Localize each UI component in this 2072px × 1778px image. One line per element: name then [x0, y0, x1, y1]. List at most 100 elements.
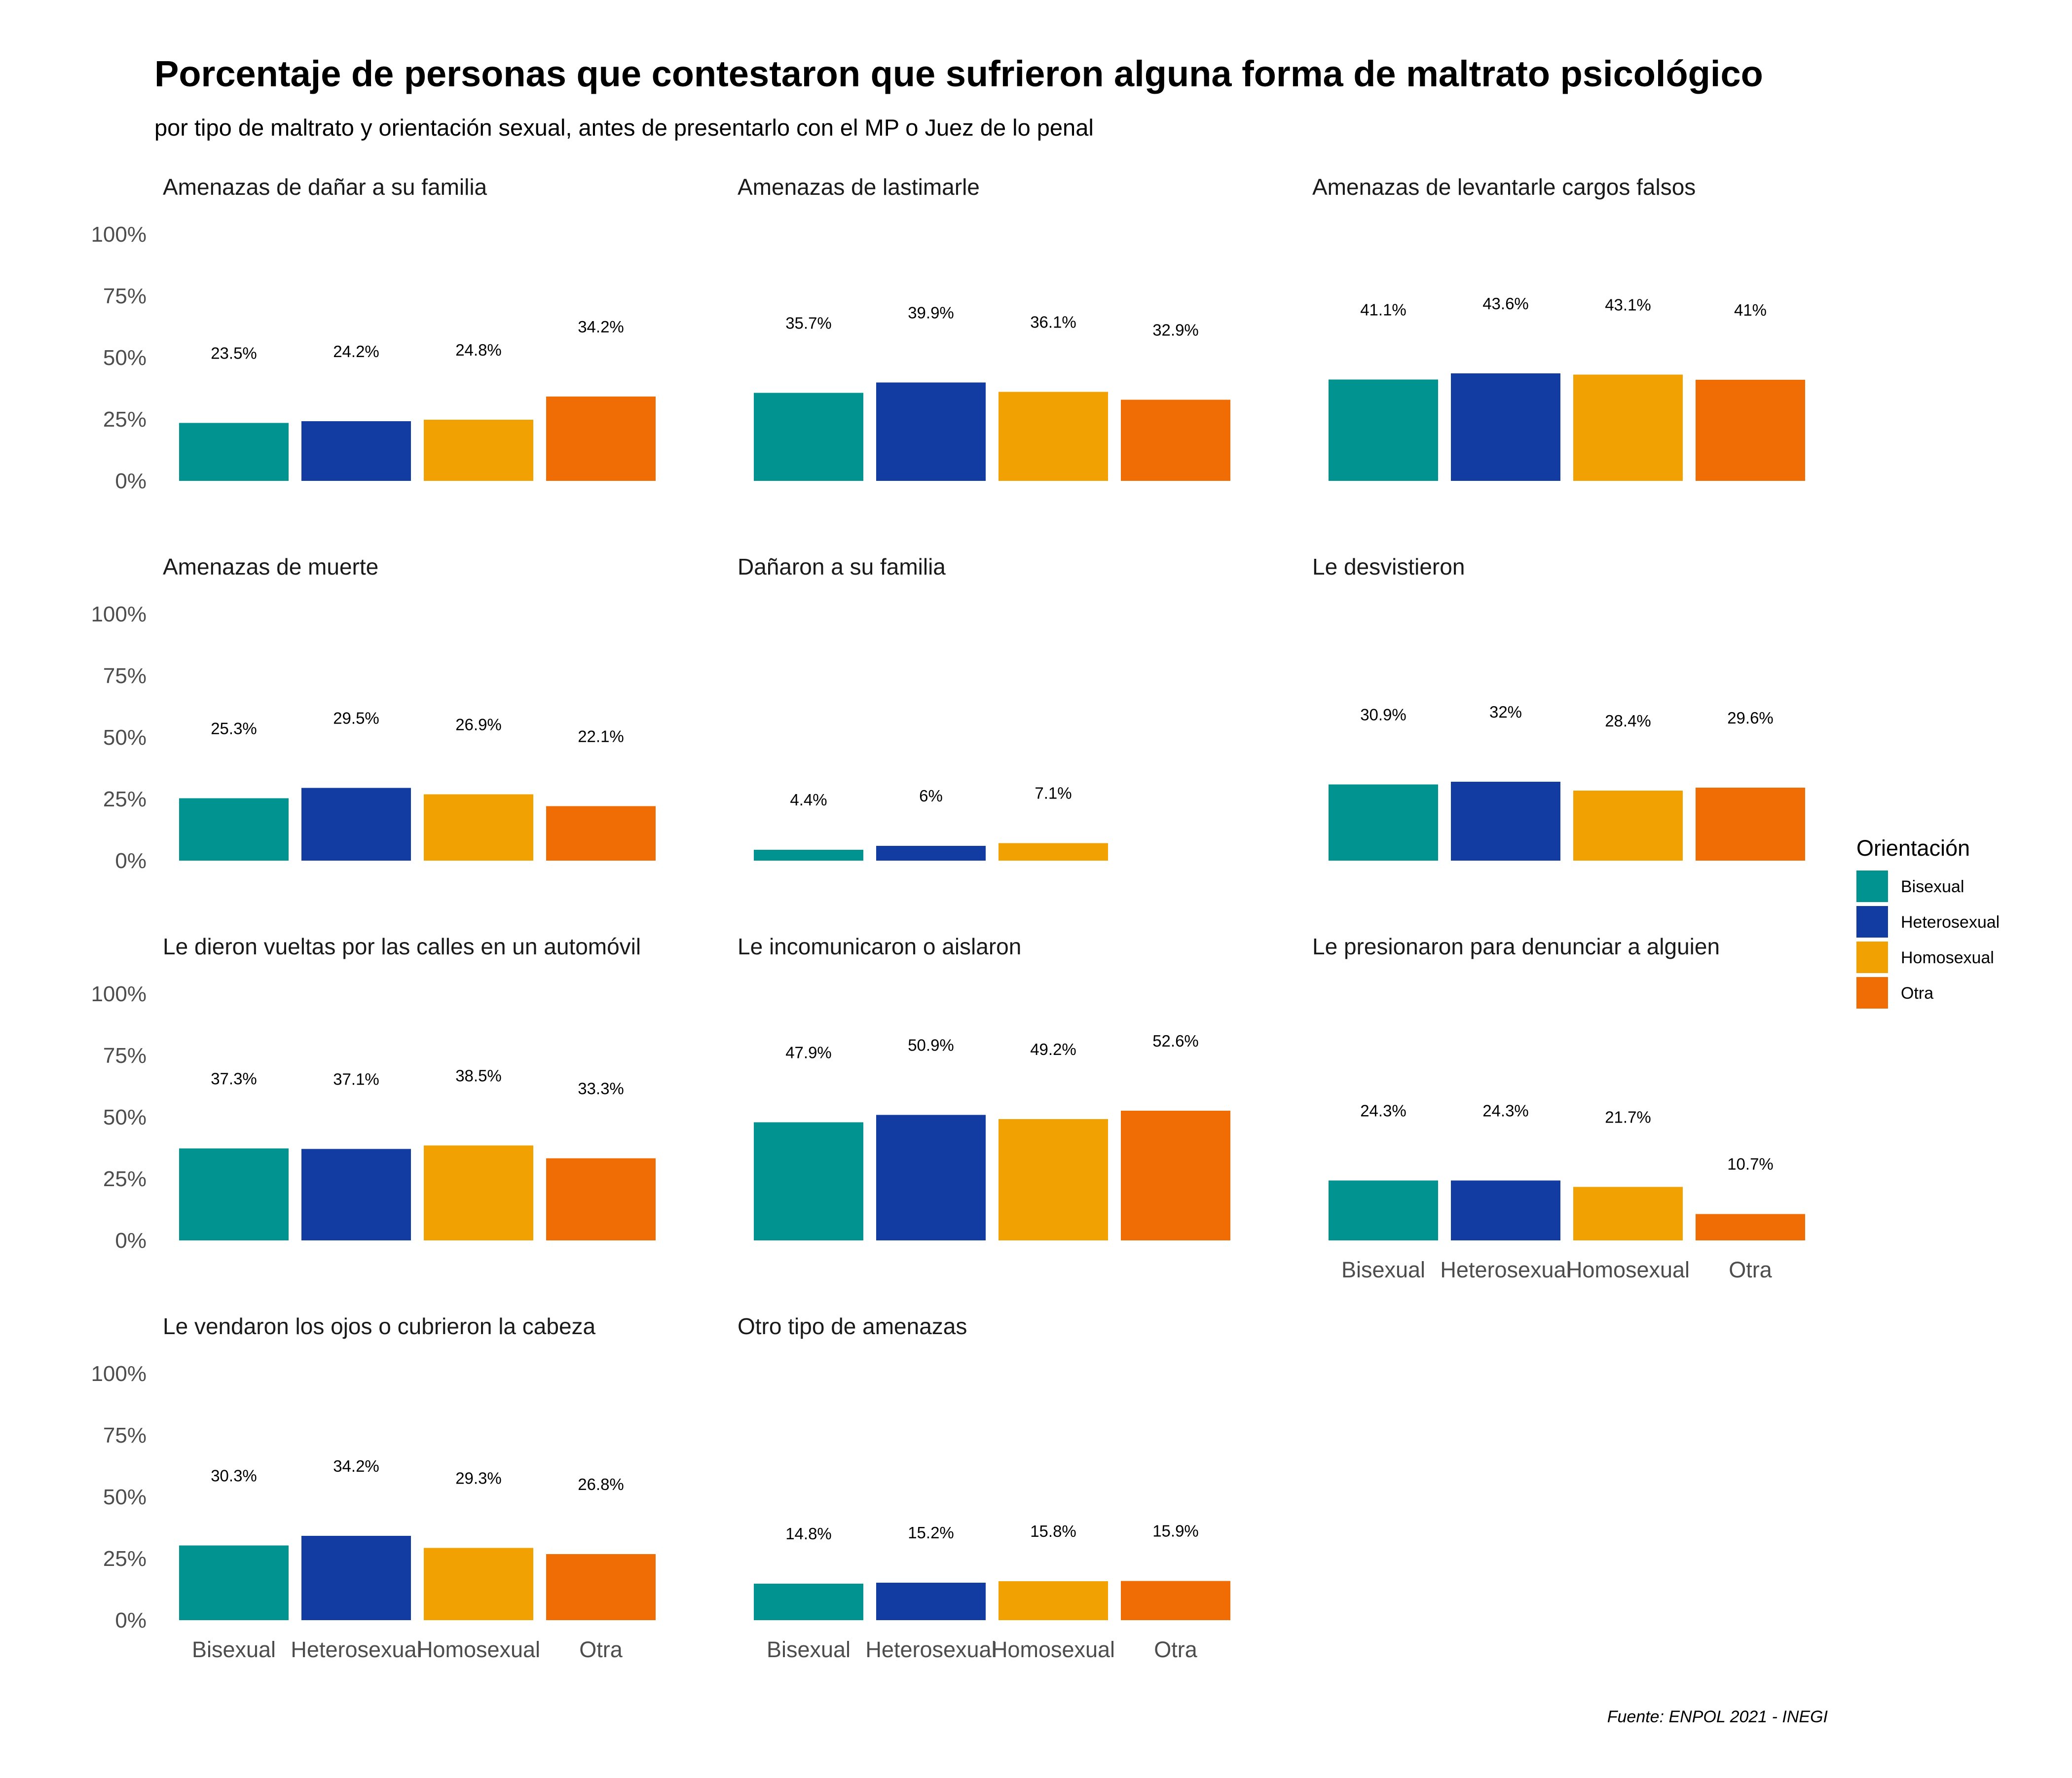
bar	[1121, 1581, 1230, 1620]
facet-panel: Otro tipo de amenazas 14.8% 15.2% 15.8% 15.9…	[738, 1313, 1230, 1662]
legend: Orientación Bisexual Heterosexual Homosexu…	[1856, 835, 1999, 1009]
bar	[546, 806, 656, 861]
bar	[754, 1122, 863, 1240]
y-tick-label: 25%	[103, 407, 147, 432]
bar	[754, 1584, 863, 1620]
bar	[1329, 1180, 1438, 1240]
bar	[999, 1581, 1108, 1620]
bar	[999, 843, 1108, 861]
bar	[1121, 399, 1230, 481]
data-label: 22.1%	[578, 727, 624, 746]
bar	[301, 788, 411, 861]
facet-title: Le incomunicaron o aislaron	[738, 934, 1021, 959]
y-tick-label: 100%	[91, 982, 147, 1006]
facet-title: Amenazas de muerte	[163, 554, 378, 580]
legend-key	[1856, 871, 1888, 902]
legend-key	[1856, 906, 1888, 938]
x-tick-label: Homosexual	[417, 1637, 540, 1662]
y-tick-label: 100%	[91, 222, 147, 247]
x-tick-label: Otra	[579, 1637, 623, 1662]
data-label: 34.2%	[578, 318, 624, 336]
data-label: 43.6%	[1482, 294, 1529, 313]
data-label: 28.4%	[1605, 712, 1651, 730]
bar	[546, 1554, 656, 1620]
bar	[546, 1158, 656, 1240]
x-tick-label: Heterosexual	[1440, 1257, 1571, 1282]
bar	[1121, 1111, 1230, 1240]
facet-panel: Le incomunicaron o aislaron 47.9% 50.9% 49.…	[738, 934, 1230, 1240]
legend-label: Heterosexual	[1901, 913, 1999, 932]
chart-title: Porcentaje de personas que contestaron q…	[154, 53, 1763, 94]
bar	[1451, 373, 1560, 481]
bar	[754, 850, 863, 861]
facet-panel: Le desvistieron 30.9% 32% 28.4% 29.6%	[1312, 554, 1805, 861]
bar	[1696, 788, 1805, 861]
facet-panel: Le presionaron para denunciar a alguien 2…	[1312, 934, 1805, 1282]
y-tick-label: 0%	[115, 469, 147, 493]
bar	[179, 1545, 289, 1620]
x-tick-label: Homosexual	[1566, 1257, 1690, 1282]
y-tick-label: 75%	[103, 1423, 147, 1448]
bar	[179, 1148, 289, 1240]
bar	[876, 846, 986, 861]
bar	[1696, 1214, 1805, 1240]
data-label: 35.7%	[785, 314, 832, 332]
facet-panel: Dañaron a su familia 4.4% 6% 7.1%	[738, 554, 1108, 861]
bar	[1329, 784, 1438, 861]
data-label: 7.1%	[1035, 784, 1072, 802]
bar	[1573, 1187, 1683, 1240]
bar	[179, 798, 289, 861]
data-label: 41%	[1734, 301, 1767, 319]
data-label: 32%	[1489, 703, 1522, 721]
facet-panel: Amenazas de levantarle cargos falsos 41.1…	[1312, 174, 1805, 481]
y-tick-label: 75%	[103, 1044, 147, 1068]
data-label: 30.9%	[1360, 706, 1406, 724]
data-label: 4.4%	[790, 791, 827, 809]
bar	[424, 420, 533, 481]
y-tick-label: 0%	[115, 849, 147, 873]
x-tick-label: Bisexual	[1341, 1257, 1425, 1282]
y-tick-label: 50%	[103, 1485, 147, 1509]
data-label: 33.3%	[578, 1080, 624, 1098]
bar	[301, 1536, 411, 1620]
y-tick-label: 50%	[103, 1105, 147, 1129]
x-tick-label: Homosexual	[992, 1637, 1115, 1662]
data-label: 47.9%	[785, 1044, 832, 1062]
facet-panel: Amenazas de dañar a su familia 0% 25% 50% 75…	[91, 174, 656, 493]
bar	[754, 393, 863, 481]
data-label: 37.1%	[333, 1070, 379, 1089]
bar	[1573, 374, 1683, 481]
bar	[1329, 379, 1438, 481]
y-tick-label: 100%	[91, 1362, 147, 1386]
data-label: 21.7%	[1605, 1108, 1651, 1126]
y-tick-label: 100%	[91, 602, 147, 626]
data-label: 50.9%	[908, 1036, 954, 1054]
x-tick-label: Bisexual	[192, 1637, 276, 1662]
data-label: 24.2%	[333, 342, 379, 361]
bar	[999, 1119, 1108, 1240]
bar	[424, 1548, 533, 1620]
y-tick-label: 50%	[103, 726, 147, 750]
data-label: 36.1%	[1030, 313, 1076, 331]
facet-title: Le desvistieron	[1312, 554, 1465, 580]
y-tick-label: 25%	[103, 1547, 147, 1571]
facet-panel: Le vendaron los ojos o cubrieron la cabe…	[91, 1313, 656, 1662]
x-tick-label: Heterosexual	[865, 1637, 996, 1662]
y-tick-label: 75%	[103, 664, 147, 688]
bar	[876, 1583, 986, 1620]
facet-title: Dañaron a su familia	[738, 554, 946, 580]
facet-panel: Amenazas de lastimarle 35.7% 39.9% 36.1% 32.…	[738, 174, 1230, 481]
facet-title: Amenazas de levantarle cargos falsos	[1312, 174, 1696, 200]
data-label: 52.6%	[1152, 1032, 1199, 1050]
data-label: 15.9%	[1152, 1522, 1199, 1540]
data-label: 30.3%	[211, 1467, 257, 1485]
data-label: 14.8%	[785, 1524, 832, 1543]
data-label: 37.3%	[211, 1070, 257, 1088]
bar	[876, 382, 986, 481]
facet-title: Le dieron vueltas por las calles en un a…	[163, 934, 641, 959]
y-tick-label: 75%	[103, 284, 147, 308]
data-label: 23.5%	[211, 344, 257, 363]
bar	[424, 794, 533, 861]
data-label: 41.1%	[1360, 301, 1406, 319]
